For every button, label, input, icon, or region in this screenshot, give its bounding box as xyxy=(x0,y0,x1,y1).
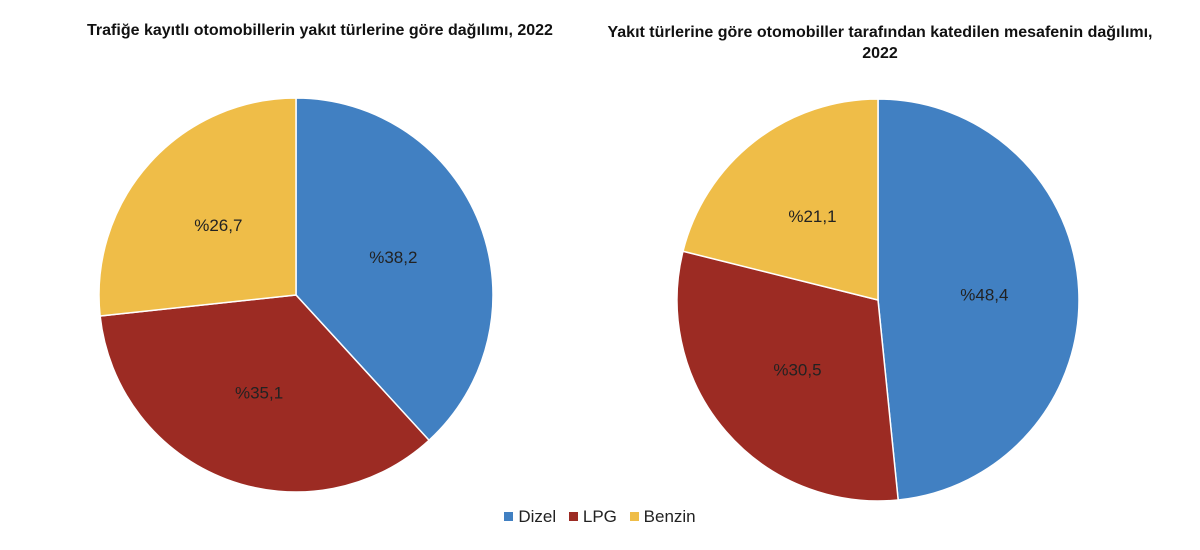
pie1-data-label-benzin: %26,7 xyxy=(194,216,242,235)
legend-swatch-dizel xyxy=(504,512,514,521)
legend-item-dizel: Dizel xyxy=(504,507,556,527)
legend-swatch-lpg xyxy=(568,512,578,521)
pie1-data-label-dizel: %38,2 xyxy=(369,248,417,267)
legend-swatch-benzin xyxy=(629,512,639,521)
legend-item-lpg: LPG xyxy=(568,506,617,527)
chart-title-2: Yakıt türlerine göre otomobiller tarafın… xyxy=(607,24,1153,62)
pie2-slice-dizel xyxy=(877,98,1080,501)
legend: Dizel LPG Benzin xyxy=(0,506,1200,527)
pie1-data-label-lpg: %35,1 xyxy=(235,384,283,403)
pie1-slice-dizel xyxy=(295,97,494,442)
chart-title-1: Trafiğe kayıtlı otomobillerin yakıt türl… xyxy=(87,22,553,39)
pie2-data-label-lpg: %30,5 xyxy=(773,361,821,380)
pie2-slice-benzin xyxy=(682,98,879,301)
legend-label: Benzin xyxy=(643,506,696,526)
pie2-data-label-benzin: %21,1 xyxy=(788,207,836,226)
legend-item-benzin: Benzin xyxy=(629,506,696,527)
pie2-data-label-dizel: %48,4 xyxy=(960,286,1008,305)
pie2-slice-lpg xyxy=(676,250,899,502)
pie1-slice-lpg xyxy=(99,294,431,493)
legend-label: Dizel xyxy=(518,506,557,526)
pie1-slice-benzin xyxy=(98,97,297,317)
legend-label: LPG xyxy=(582,506,617,526)
